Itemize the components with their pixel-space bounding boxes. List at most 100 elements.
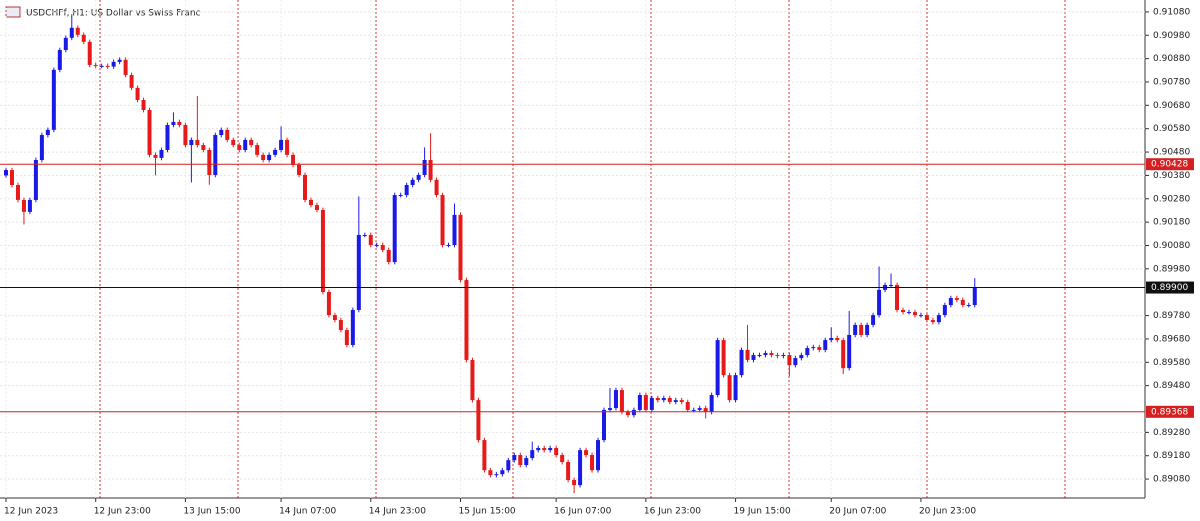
candle-body xyxy=(715,340,720,395)
candle-body xyxy=(912,312,917,316)
x-tick-label: 13 Jun 15:00 xyxy=(183,507,240,517)
candle-body xyxy=(942,305,947,316)
y-tick-label: 0.90080 xyxy=(1153,241,1190,251)
x-tick-label: 12 Jun 2023 xyxy=(4,507,58,517)
y-tick-label: 0.90480 xyxy=(1153,148,1190,158)
candle-body xyxy=(542,448,547,451)
candle-body xyxy=(452,214,457,246)
x-tick-label: 15 Jun 15:00 xyxy=(458,507,515,517)
candle-body xyxy=(213,135,218,175)
y-tick-label: 0.90980 xyxy=(1153,31,1190,41)
y-tick-label: 0.89780 xyxy=(1153,311,1190,321)
candle-body xyxy=(548,448,553,451)
x-tick-label: 12 Jun 23:00 xyxy=(94,507,151,517)
candle-body xyxy=(159,149,164,158)
candle-body xyxy=(727,375,732,401)
candle-body xyxy=(458,214,463,281)
candle-body xyxy=(685,401,690,410)
candle-body xyxy=(99,65,104,67)
candle-body xyxy=(607,408,612,410)
candle-body xyxy=(237,145,242,150)
candle-body xyxy=(303,174,307,200)
candle-body xyxy=(141,99,146,111)
candle-body xyxy=(386,249,391,263)
candle-body xyxy=(769,352,774,356)
candle-body xyxy=(105,65,110,67)
candle-body xyxy=(171,121,176,125)
x-tick-label: 14 Jun 23:00 xyxy=(369,507,426,517)
candle-body xyxy=(613,390,618,409)
candle-body xyxy=(805,348,810,356)
candle-body xyxy=(165,124,170,150)
candle-body xyxy=(434,179,439,196)
candle-body xyxy=(679,400,684,402)
candle-body xyxy=(936,315,941,323)
candle-body xyxy=(841,340,846,369)
candle-body xyxy=(697,408,702,410)
y-tick-label: 0.90180 xyxy=(1153,218,1190,228)
candle-body xyxy=(219,129,224,136)
candle-body xyxy=(57,49,62,70)
x-tick-label: 20 Jun 07:00 xyxy=(829,507,886,517)
candle-body xyxy=(972,287,977,306)
candle-body xyxy=(380,245,385,250)
candle-body xyxy=(39,135,44,161)
candle-body xyxy=(410,179,415,185)
candle-body xyxy=(596,440,601,471)
candle-body xyxy=(948,298,953,306)
candle-body xyxy=(625,412,630,416)
candle-body xyxy=(584,450,589,456)
candle-body xyxy=(661,398,666,401)
candle-body xyxy=(51,69,56,130)
candle-body xyxy=(655,398,660,401)
candle-body xyxy=(33,160,38,200)
candle-body xyxy=(619,390,624,413)
candle-body xyxy=(207,149,212,175)
candle-body xyxy=(446,245,451,247)
candle-body xyxy=(308,199,313,206)
y-tick-label: 0.89080 xyxy=(1153,475,1190,485)
candle-body xyxy=(500,470,505,475)
candle-body xyxy=(847,334,852,369)
candle-body xyxy=(189,139,194,146)
candle-body xyxy=(930,320,935,323)
x-tick-label: 19 Jun 15:00 xyxy=(734,507,791,517)
candle-body xyxy=(649,398,654,410)
y-tick-label: 0.89680 xyxy=(1153,334,1190,344)
candle-body xyxy=(344,330,349,346)
candle-body xyxy=(87,41,92,65)
candle-body xyxy=(63,37,68,50)
candle-body xyxy=(177,121,182,125)
candle-body xyxy=(255,145,260,155)
candle-body xyxy=(494,474,499,476)
candle-body xyxy=(960,299,965,306)
candle-body xyxy=(733,375,738,401)
candle-body xyxy=(906,312,911,314)
candle-body xyxy=(422,160,427,175)
candle-body xyxy=(75,27,80,35)
candle-body xyxy=(15,184,20,200)
candle-body xyxy=(476,400,481,441)
candle-body xyxy=(554,448,559,456)
candle-body xyxy=(470,359,475,401)
candle-body xyxy=(183,124,188,146)
price-label: 0.89368 xyxy=(1151,407,1188,417)
candle-body xyxy=(111,61,116,67)
candle-body xyxy=(829,337,834,341)
candle-body xyxy=(835,337,840,341)
candle-body xyxy=(69,27,74,38)
candle-body xyxy=(709,394,714,413)
candle-body xyxy=(512,455,517,461)
x-tick-label: 20 Jun 23:00 xyxy=(919,507,976,517)
candle-body xyxy=(739,349,744,376)
candle-body xyxy=(261,154,266,161)
candle-body xyxy=(428,160,433,180)
candle-body xyxy=(859,324,864,335)
y-tick-label: 0.89180 xyxy=(1153,451,1190,461)
candle-body xyxy=(398,195,403,197)
candle-body xyxy=(775,355,780,357)
candle-body xyxy=(153,154,158,158)
candle-body xyxy=(578,450,583,486)
candle-body xyxy=(763,352,768,356)
